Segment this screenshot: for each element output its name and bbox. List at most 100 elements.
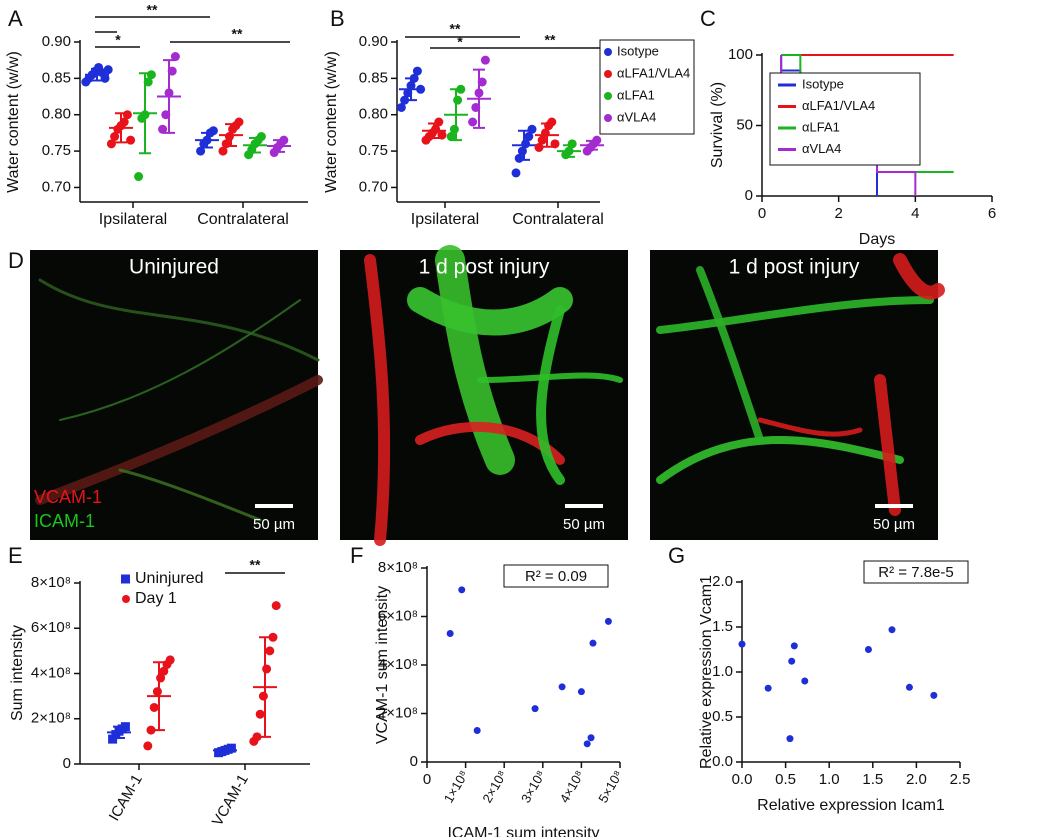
y-tick-label: 0.75: [359, 142, 388, 159]
data-point: [143, 741, 153, 751]
legend-swatch: [604, 92, 612, 100]
data-point: [110, 132, 120, 142]
legend-label: αVLA4: [617, 109, 656, 124]
panel-letter: G: [668, 543, 685, 568]
legend-swatch: [122, 595, 130, 603]
data-point: [511, 168, 521, 178]
annotation: R² = 7.8e-5: [878, 564, 953, 581]
y-tick-label: 0.5: [712, 708, 733, 725]
data-point: [256, 132, 266, 142]
y-tick-label: 6×10⁸: [378, 607, 418, 624]
data-point: [930, 691, 938, 699]
data-point: [587, 734, 595, 742]
data-point: [480, 55, 490, 65]
x-tick-label: 1.5: [862, 771, 883, 788]
y-axis-label: Relative expression Vcam1: [698, 575, 715, 769]
vessel: [757, 417, 863, 437]
legend-label: αLFA1: [802, 119, 840, 134]
scale-label: 50 µm: [873, 516, 915, 533]
significance-label: *: [115, 32, 121, 48]
x-tick-label: 2: [834, 205, 842, 222]
data-point: [524, 132, 534, 142]
x-tick-label: 2.5: [950, 771, 971, 788]
data-point: [531, 705, 539, 713]
legend-swatch: [121, 574, 130, 584]
data-point: [149, 702, 159, 712]
annotation-box: [863, 560, 969, 584]
data-point: [583, 740, 591, 748]
vessel: [874, 374, 901, 516]
y-axis-label: VCAM-1 sum intensity: [374, 586, 391, 744]
vessel: [435, 245, 515, 475]
y-tick-label: 0.85: [359, 69, 388, 86]
x-tick-label: 6: [988, 205, 996, 222]
x-tick-label: Contralateral: [512, 211, 604, 228]
y-tick-label: 0.90: [42, 33, 71, 50]
significance-label: **: [545, 32, 556, 48]
y-tick-label: 4×10⁸: [378, 656, 418, 673]
data-point: [258, 691, 268, 701]
y-axis-label: Water content (w/w): [323, 51, 340, 193]
data-point: [786, 735, 794, 743]
x-tick-label: 4: [911, 205, 919, 222]
x-axis-label: ICAM-1 sum intensity: [447, 825, 599, 837]
y-tick-label: 2×10⁸: [378, 704, 418, 721]
data-point: [764, 684, 772, 692]
data-point: [122, 110, 132, 120]
data-point: [165, 655, 175, 665]
legend-label: Isotype: [802, 76, 844, 91]
data-point: [458, 586, 466, 594]
annotation-box: [503, 564, 609, 588]
legend-swatch: [604, 114, 612, 122]
y-tick-label: 0: [745, 187, 753, 204]
channel-label: ICAM-1: [34, 511, 95, 531]
x-axis-label: Days: [859, 231, 895, 248]
legend-swatch: [604, 70, 612, 78]
panel-letter: F: [350, 543, 363, 568]
data-point: [547, 117, 557, 127]
y-tick-label: 1.0: [712, 663, 733, 680]
x-tick-label: 3×10⁸: [518, 768, 548, 806]
x-tick-label: 5×10⁸: [595, 768, 625, 806]
data-point: [604, 617, 612, 625]
data-point: [159, 666, 169, 676]
data-point: [888, 626, 896, 634]
data-point: [738, 640, 746, 648]
data-point: [396, 102, 406, 112]
y-tick-label: 0: [63, 755, 71, 772]
y-tick-label: 2×10⁸: [31, 710, 71, 727]
data-point: [196, 146, 206, 156]
y-tick-label: 0: [410, 753, 418, 770]
vessel: [407, 287, 573, 336]
legend-label: Day 1: [135, 590, 177, 607]
data-point: [268, 632, 278, 642]
data-point: [534, 142, 544, 152]
y-tick-label: 0.85: [42, 69, 71, 86]
data-point: [262, 664, 272, 674]
x-tick-label: Ipsilateral: [411, 211, 479, 228]
data-point: [103, 65, 113, 75]
data-point: [218, 146, 228, 156]
data-point: [449, 124, 459, 134]
y-tick-label: 0.70: [359, 178, 388, 195]
y-tick-label: 50: [736, 116, 753, 133]
y-tick-label: 4×10⁸: [31, 664, 71, 681]
y-tick-label: 0.75: [42, 142, 71, 159]
data-point: [468, 117, 478, 127]
panel-letter: B: [330, 6, 345, 31]
data-point: [412, 66, 422, 76]
y-tick-label: 0.80: [359, 106, 388, 123]
y-tick-label: 100: [728, 46, 753, 63]
x-tick-label: 0: [423, 771, 431, 788]
y-tick-label: 8×10⁸: [378, 559, 418, 576]
data-point: [446, 132, 456, 142]
y-axis-label: Survival (%): [709, 82, 726, 168]
data-point: [558, 683, 566, 691]
data-point: [577, 688, 585, 696]
data-point: [120, 722, 130, 732]
x-tick-label: ICAM-1: [106, 771, 146, 824]
significance-label: *: [457, 34, 463, 50]
vessel: [477, 372, 623, 383]
vessel: [38, 278, 320, 362]
